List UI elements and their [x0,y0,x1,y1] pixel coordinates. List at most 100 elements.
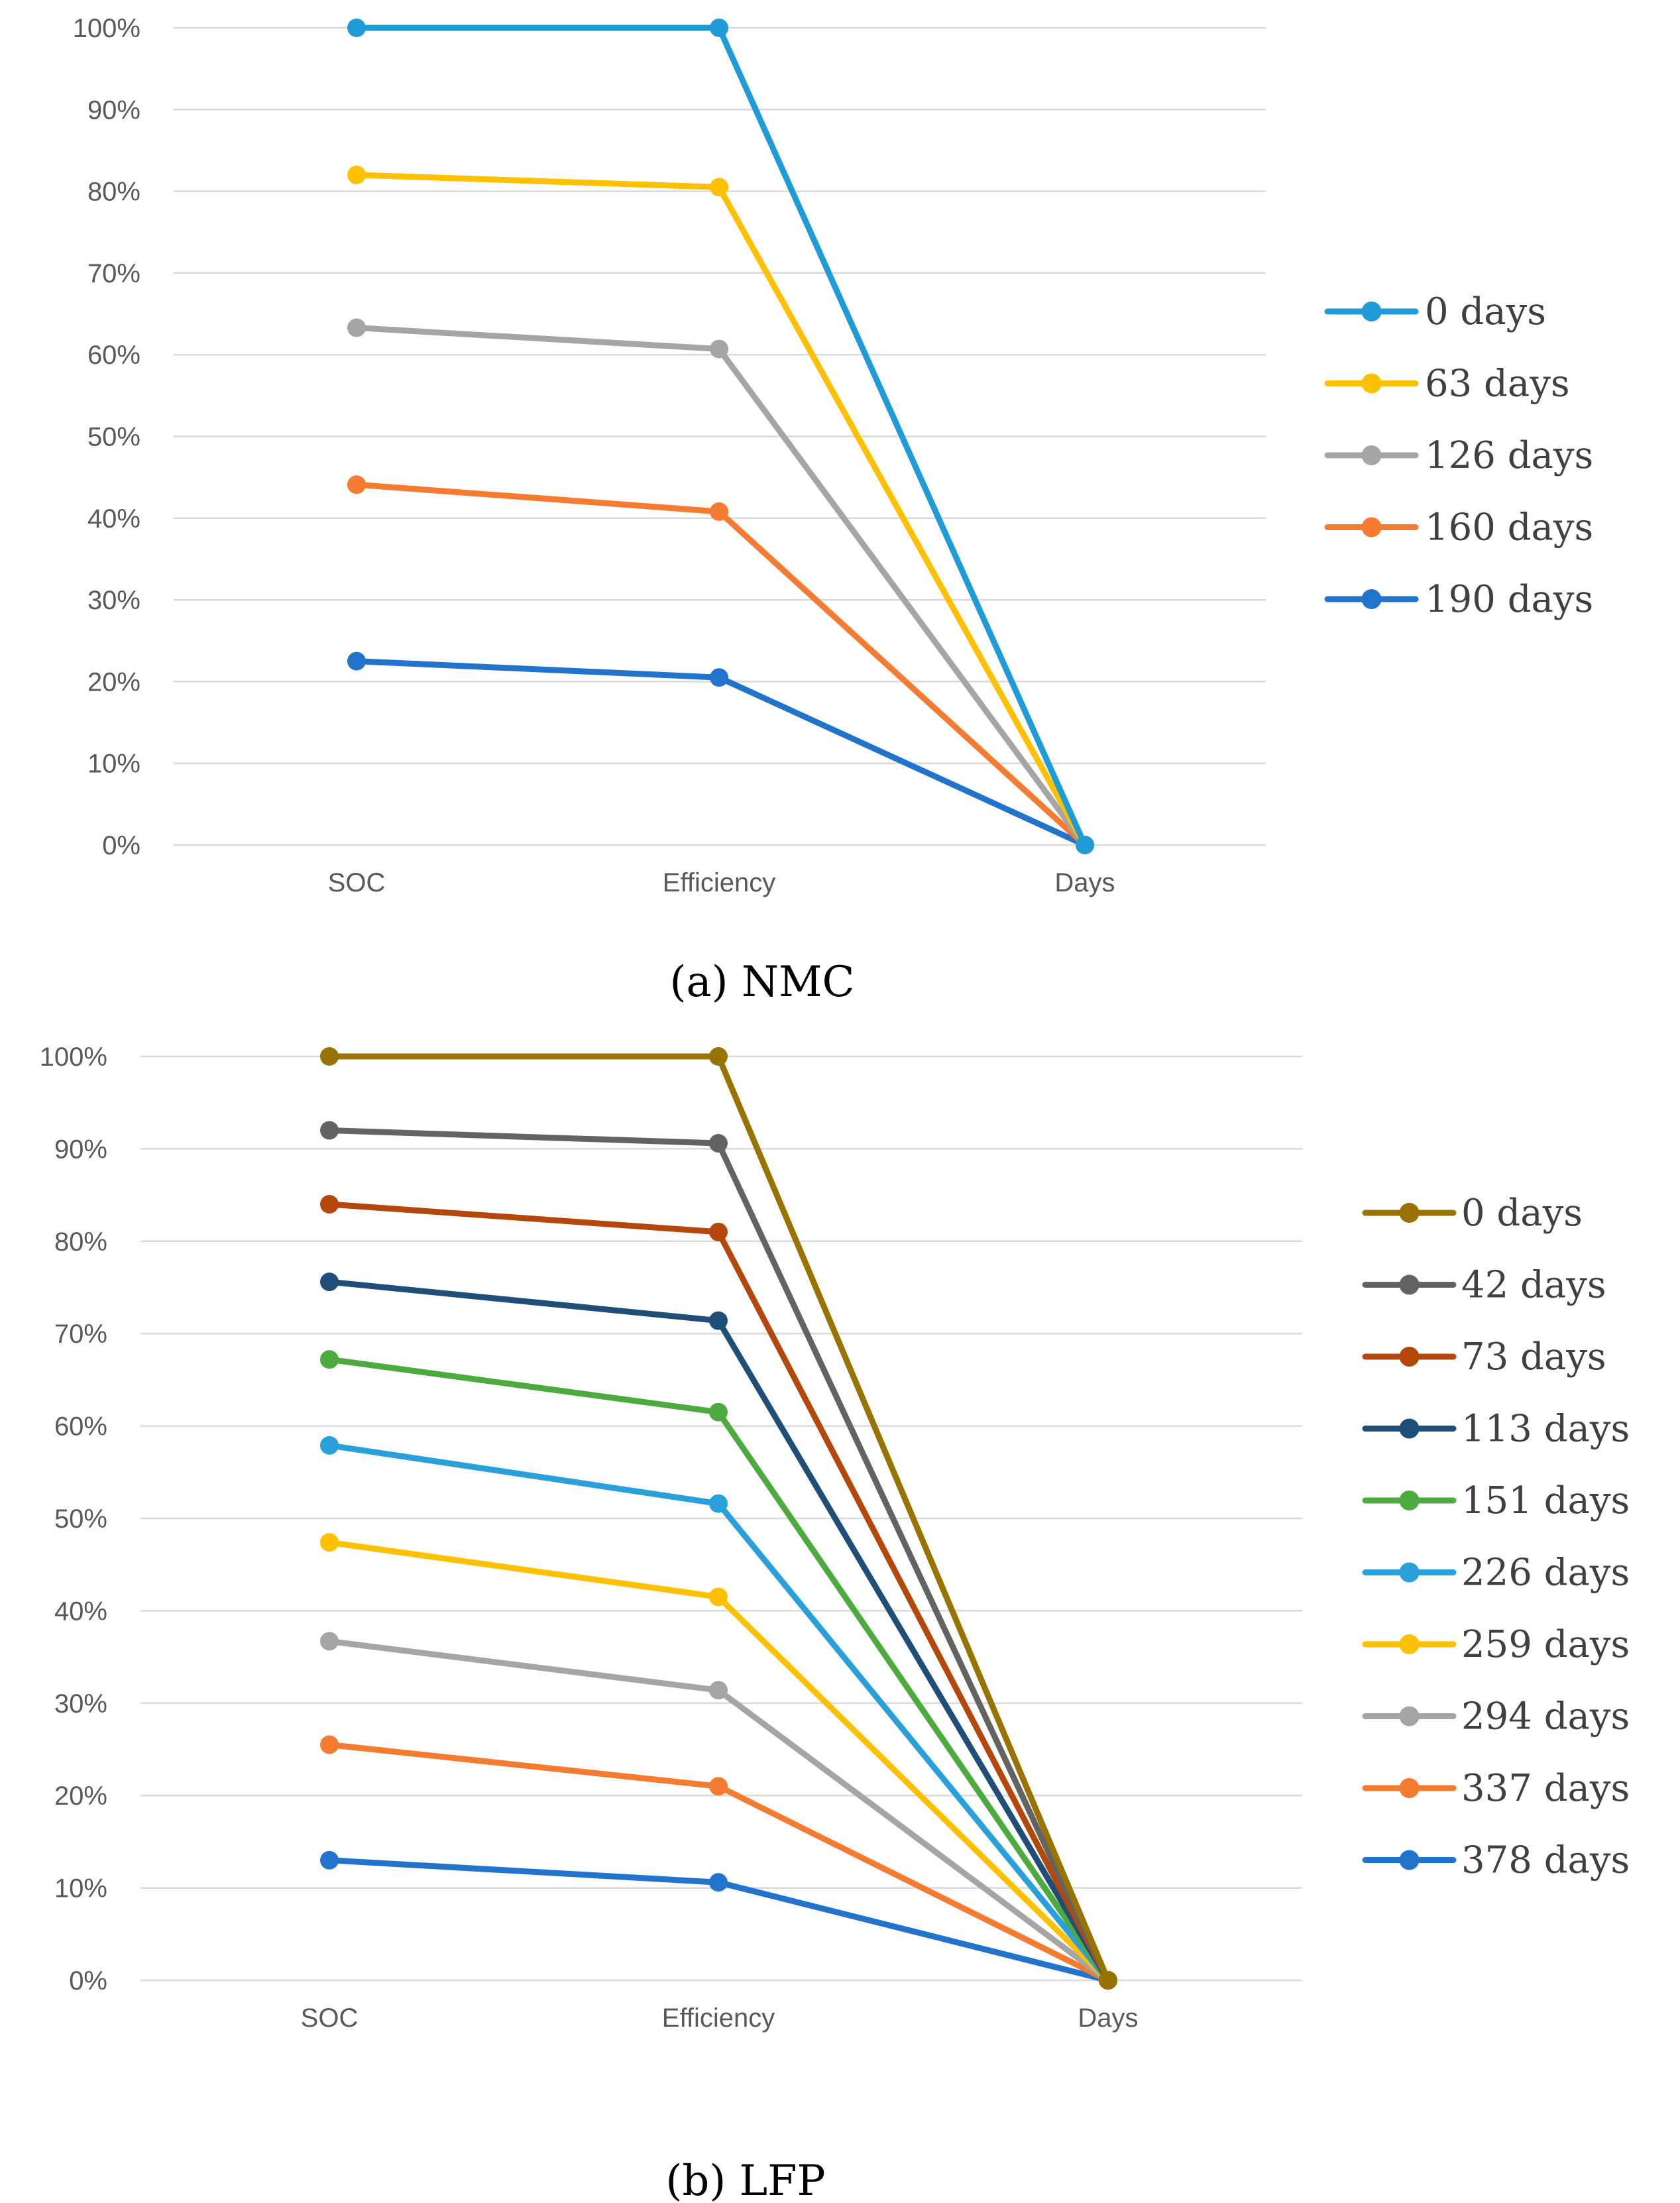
legend-label: 294 days [1461,1695,1630,1738]
y-tick-label: 50% [54,1504,107,1534]
y-tick-label: 80% [54,1227,107,1257]
y-tick-label: 20% [54,1781,107,1811]
caption-nmc: (a) NMC [670,958,855,1007]
data-point [320,1632,339,1651]
series-line [326,1127,1111,1984]
legend-label: 0 days [1461,1192,1583,1235]
x-tick-label: Days [1078,2004,1138,2033]
data-point [710,668,728,687]
series-126-days [347,318,1094,854]
data-point [709,1134,728,1153]
legend-label: 337 days [1461,1767,1630,1810]
series-378-days [320,1850,1117,1990]
legend-label: 0 days [1425,290,1546,333]
legend: 0 days 42 days 73 days 113 days 151 days 226 … [1362,1192,1630,1882]
series-line [353,658,1088,848]
data-point [347,165,366,184]
data-point [320,1350,339,1369]
data-point [709,1777,728,1796]
x-axis: SOC Efficiency Days [328,868,1115,897]
data-point [320,1735,339,1754]
data-point [1099,1971,1117,1990]
data-point [320,1121,339,1140]
y-axis: 0% 10% 20% 30% 40% 50% 60% 70% 80% 90% 100% [73,14,140,860]
y-tick-label: 60% [54,1412,107,1441]
legend-item: 126 days [1324,434,1593,477]
legend-label: 160 days [1425,506,1593,549]
y-tick-label: 100% [40,1043,107,1072]
chart-nmc: 0% 10% 20% 30% 40% 50% 60% 70% 80% 90% 100% SOC Effi… [73,14,1594,897]
legend-item: 337 days [1362,1767,1630,1810]
data-point [709,1873,728,1892]
legend-swatch-marker [1361,517,1382,537]
x-tick-label: Days [1054,868,1115,897]
legend-item: 151 days [1362,1479,1630,1522]
y-tick-label: 10% [87,750,140,779]
legend-item: 113 days [1362,1408,1630,1451]
series-151-days [320,1350,1117,1990]
y-tick-label: 20% [87,667,140,697]
series-group [347,19,1094,854]
data-point [320,1533,339,1552]
data-point [320,1850,339,1870]
legend-item: 0 days [1324,290,1546,333]
series-line [353,325,1088,848]
series-line [326,1442,1111,1984]
y-tick-label: 60% [87,341,140,370]
legend-label: 226 days [1461,1552,1630,1595]
caption-lfp: (b) LFP [665,2157,825,2203]
y-tick-label: 10% [54,1874,107,1903]
legend-swatch-marker [1399,1706,1420,1726]
legend-swatch-marker [1399,1778,1420,1798]
x-tick-label: SOC [301,2004,359,2033]
y-tick-label: 100% [73,14,140,43]
gridlines [174,27,1266,846]
data-point [1076,836,1094,854]
x-axis: SOC Efficiency Days [301,2004,1139,2033]
data-point [320,1047,339,1066]
data-point [347,318,366,337]
legend-label: 126 days [1425,434,1593,477]
y-tick-label: 40% [54,1597,107,1626]
data-point [320,1272,339,1292]
data-point [710,502,728,521]
legend: 0 days 63 days 126 days 160 days 190 days [1324,290,1593,621]
data-point [710,339,728,359]
data-point [320,1195,339,1214]
series-226-days [320,1436,1117,1990]
data-point [320,1436,339,1455]
data-point [347,19,366,37]
legend-item: 42 days [1362,1264,1606,1307]
y-tick-label: 90% [54,1135,107,1164]
series-0-days [320,1047,1117,1990]
data-point [709,1402,728,1422]
y-tick-label: 80% [87,178,140,207]
y-tick-label: 50% [87,423,140,452]
legend-swatch-marker [1361,373,1382,394]
data-point [347,651,366,671]
legend-item: 226 days [1362,1552,1630,1595]
y-tick-label: 0% [102,831,140,860]
y-tick-label: 40% [87,504,140,534]
legend-label: 113 days [1461,1408,1630,1451]
data-point [709,1681,728,1700]
legend-item: 160 days [1324,506,1593,549]
data-point [709,1047,728,1066]
legend-item: 294 days [1362,1695,1630,1738]
data-point [709,1311,728,1330]
legend-swatch-marker [1399,1850,1420,1870]
legend-item: 0 days [1362,1192,1583,1235]
series-0-days [347,19,1094,854]
legend-item: 63 days [1324,363,1570,406]
series-294-days [320,1632,1117,1990]
legend-label: 378 days [1461,1839,1630,1882]
data-point [709,1222,728,1241]
legend-item: 378 days [1362,1839,1630,1882]
gridlines [140,1055,1302,1982]
legend-swatch-marker [1399,1203,1420,1223]
data-point [709,1587,728,1607]
y-tick-label: 70% [87,259,140,288]
legend-swatch-marker [1399,1491,1420,1510]
legend-swatch-marker [1399,1347,1420,1367]
series-group [320,1047,1117,1990]
